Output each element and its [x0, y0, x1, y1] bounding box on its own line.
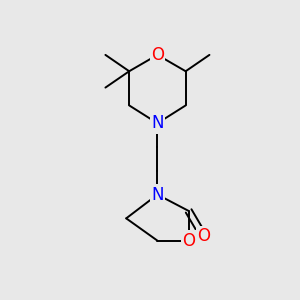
Text: O: O	[151, 46, 164, 64]
Text: O: O	[182, 232, 195, 250]
Text: N: N	[151, 186, 164, 204]
Text: N: N	[151, 114, 164, 132]
Text: O: O	[197, 227, 210, 245]
